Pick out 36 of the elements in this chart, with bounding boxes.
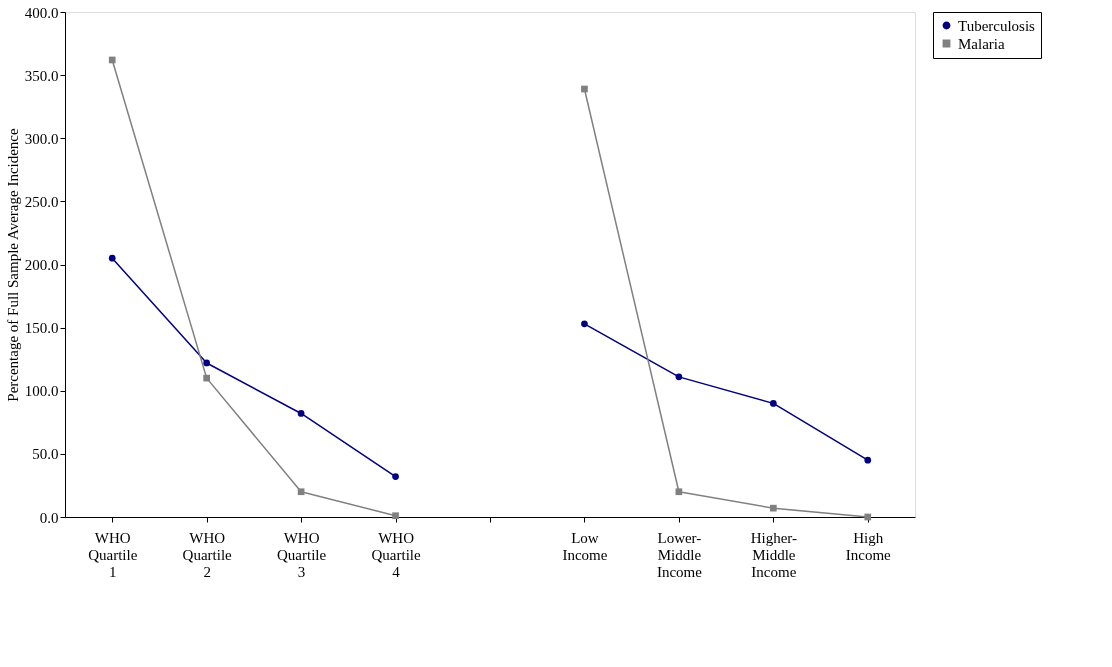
x-tick-label: WHO Quartile 1	[88, 529, 138, 580]
point	[675, 488, 683, 496]
point	[675, 373, 683, 381]
point	[769, 504, 777, 512]
x-tick-label: Low Income	[562, 529, 608, 563]
point	[203, 374, 211, 382]
y-tick-label: 350.0	[24, 67, 59, 84]
point	[581, 85, 588, 93]
point	[581, 320, 588, 328]
point	[108, 56, 116, 64]
y-tick-label: 250.0	[24, 193, 59, 210]
y-tick-label: 200.0	[24, 257, 59, 273]
point	[203, 359, 211, 367]
y-tick-label: 300.0	[24, 130, 59, 147]
point	[392, 512, 399, 520]
legend-label: Malaria	[958, 35, 1005, 52]
x-tick-label: WHO Quartile 3	[277, 529, 327, 580]
y-tick-label: 0.0	[39, 509, 59, 526]
point	[864, 513, 872, 521]
point	[392, 473, 399, 480]
x-tick-label: Lower-Middle Income	[656, 529, 703, 580]
point	[297, 410, 305, 417]
point	[769, 400, 777, 407]
point	[108, 254, 116, 262]
x-tick-label: Higher-Middle Income	[750, 529, 798, 580]
legend-label: Tuberculosis	[958, 17, 1036, 34]
y-tick-label: 100.0	[24, 383, 59, 400]
point	[864, 456, 872, 464]
y-axis-title: Percentage of Full Sample Average Incidence	[4, 127, 21, 402]
x-tick-label: WHO Quartile 4	[371, 529, 421, 580]
x-tick-label: High Income	[845, 529, 892, 563]
y-tick-label: 50.0	[32, 446, 59, 463]
point	[297, 488, 305, 496]
y-tick-label: 150.0	[24, 320, 59, 337]
x-tick-label: WHO Quartile 2	[182, 529, 233, 580]
y-tick-label: 400.0	[24, 4, 59, 21]
